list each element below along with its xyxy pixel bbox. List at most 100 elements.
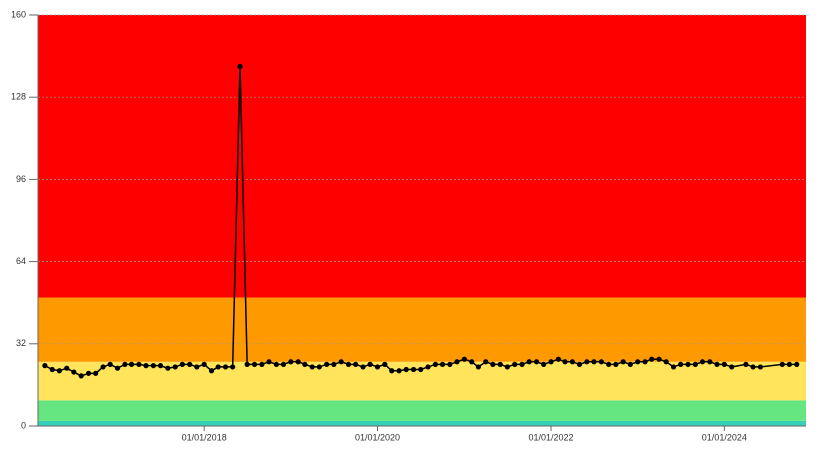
point (338, 359, 344, 365)
point (194, 364, 200, 370)
point (143, 363, 149, 369)
point (360, 364, 366, 370)
point (208, 368, 215, 374)
point (122, 361, 128, 367)
point (136, 361, 142, 367)
point (678, 361, 684, 367)
point (635, 359, 641, 365)
point (743, 361, 749, 367)
point (367, 361, 373, 367)
point (794, 361, 800, 367)
point (288, 359, 294, 365)
point (663, 359, 669, 365)
point (497, 361, 503, 367)
point (215, 364, 221, 370)
point (548, 359, 554, 365)
point (606, 361, 612, 367)
point (699, 359, 706, 365)
y-tick-label: 0 (21, 420, 26, 430)
point (562, 359, 568, 365)
point (469, 359, 475, 365)
point (302, 361, 308, 367)
point (613, 361, 619, 367)
point (504, 364, 510, 370)
point (237, 63, 243, 69)
point (685, 361, 691, 367)
threshold-band (38, 420, 806, 426)
point (266, 359, 272, 365)
point (447, 361, 453, 367)
point (49, 366, 55, 373)
point (374, 364, 381, 370)
point (345, 361, 352, 367)
point (280, 361, 287, 367)
point (461, 356, 467, 362)
point (533, 359, 540, 365)
point (439, 361, 446, 367)
point (425, 364, 431, 370)
point (432, 361, 439, 367)
point (519, 361, 525, 367)
point (85, 370, 92, 376)
point (244, 361, 250, 367)
point (576, 361, 583, 367)
point (100, 364, 106, 370)
point (512, 361, 518, 367)
point (721, 361, 727, 367)
point (418, 366, 424, 373)
x-tick-label: 01/01/2018 (182, 432, 227, 442)
point (324, 361, 330, 367)
point (64, 365, 70, 371)
point (128, 361, 135, 367)
point (382, 361, 388, 367)
threshold-band (38, 297, 806, 362)
point (157, 363, 164, 369)
point (786, 361, 792, 367)
point (309, 364, 315, 370)
point (670, 364, 677, 370)
point (251, 361, 258, 367)
point (598, 359, 604, 365)
x-tick-label: 01/01/2024 (702, 432, 747, 442)
point (56, 368, 62, 374)
point (165, 365, 171, 371)
point (541, 361, 547, 367)
point (569, 359, 575, 365)
threshold-band (38, 400, 806, 421)
point (642, 359, 648, 365)
threshold-band (38, 15, 806, 298)
point (295, 359, 301, 365)
point (454, 359, 460, 365)
point (114, 365, 121, 371)
point (150, 363, 156, 369)
point (273, 361, 279, 367)
y-tick-label: 32 (16, 338, 26, 348)
point (475, 364, 481, 370)
point (779, 361, 785, 367)
point (750, 364, 756, 370)
point (42, 363, 48, 369)
x-tick-label: 01/01/2020 (355, 432, 400, 442)
y-tick-label: 64 (16, 256, 26, 266)
point (729, 364, 735, 370)
point (692, 361, 698, 367)
point (201, 361, 207, 367)
point (172, 364, 178, 370)
x-tick-label: 01/01/2022 (529, 432, 574, 442)
point (396, 368, 402, 374)
point (93, 370, 99, 376)
point (316, 364, 322, 370)
point (483, 359, 489, 365)
y-tick-label: 160 (11, 9, 26, 19)
point (78, 373, 84, 379)
point (714, 361, 720, 367)
point (222, 364, 229, 370)
point (656, 356, 662, 362)
point (620, 359, 626, 365)
point (627, 361, 633, 367)
point (331, 361, 337, 367)
point (187, 361, 193, 367)
y-tick-label: 96 (16, 174, 26, 184)
point (179, 361, 185, 367)
point (555, 356, 561, 362)
